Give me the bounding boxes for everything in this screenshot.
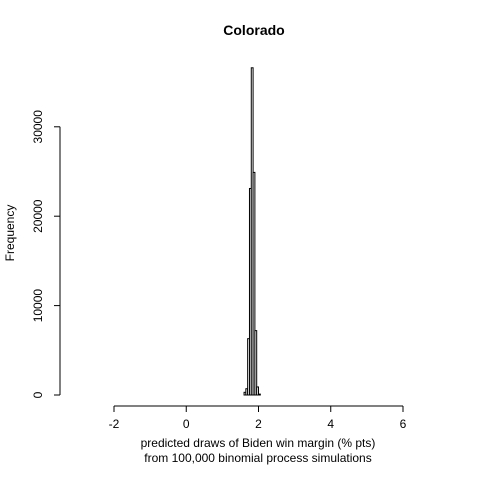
- x-tick-label: 0: [183, 417, 190, 431]
- y-tick-label: 30000: [31, 110, 45, 144]
- histogram-bars: [243, 67, 261, 396]
- y-tick-label: 0: [31, 391, 45, 398]
- y-axis-label: Frequency: [3, 205, 17, 262]
- histogram-bar-8: [258, 393, 261, 396]
- histogram-bar-5: [252, 171, 256, 396]
- x-tick-label: 6: [400, 417, 407, 431]
- x-axis-label-line2: from 100,000 binomial process simulation…: [144, 451, 371, 465]
- y-tick-label: 20000: [31, 199, 45, 233]
- x-axis: -2 0 2 4 6: [109, 405, 407, 431]
- y-axis: 0 10000 20000 30000: [31, 110, 61, 398]
- histogram-bar-6: [254, 330, 258, 396]
- histogram-bar-7: [256, 386, 260, 396]
- x-tick-label: -2: [109, 417, 120, 431]
- y-tick-label: 10000: [31, 289, 45, 323]
- x-tick-label: 2: [255, 417, 262, 431]
- x-tick-label: 4: [327, 417, 334, 431]
- x-axis-label-line1: predicted draws of Biden win margin (% p…: [141, 436, 376, 450]
- chart-title: Colorado: [223, 22, 284, 38]
